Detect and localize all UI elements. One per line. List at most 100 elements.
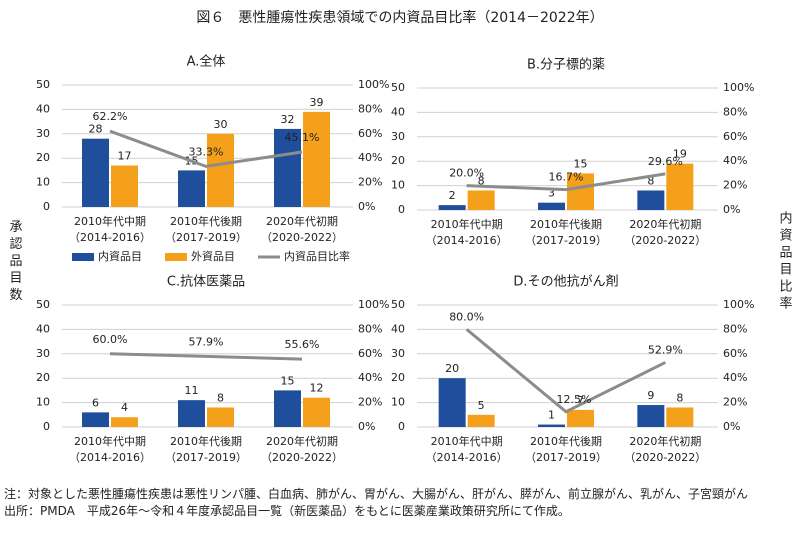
data-label: 28 xyxy=(89,123,103,136)
y-tick-label: 30 xyxy=(36,127,50,140)
y-tick-label: 30 xyxy=(36,347,50,360)
y2-tick-label: 100% xyxy=(723,298,754,311)
data-label: 19 xyxy=(673,148,687,161)
x-tick-label: （2017-2019） xyxy=(525,451,607,464)
y2-tick-label: 60% xyxy=(723,130,747,143)
y-tick-label: 10 xyxy=(391,396,405,409)
data-label: 12.5% xyxy=(557,393,592,406)
y2-tick-label: 60% xyxy=(358,127,382,140)
y-tick-label: 20 xyxy=(391,371,405,384)
bar xyxy=(538,202,565,210)
x-tick-label: 2020年代初期 xyxy=(629,217,701,231)
bar xyxy=(438,378,466,427)
y-tick-label: 0 xyxy=(398,420,405,433)
y2-tick-label: 20% xyxy=(358,176,382,189)
data-label: 57.9% xyxy=(189,335,224,348)
y-tick-label: 40 xyxy=(36,322,50,335)
figure-title: 図６ 悪性腫瘍性疾患領域での内資品目比率（2014－2022年） xyxy=(196,9,603,26)
data-label: 55.6% xyxy=(285,338,320,351)
y2-tick-label: 100% xyxy=(358,298,389,311)
y2-axis-label: 内資品目比率 xyxy=(777,210,793,313)
bar xyxy=(666,163,694,210)
ratio-line xyxy=(465,328,667,414)
bar xyxy=(207,407,234,427)
x-tick-label: （2017-2019） xyxy=(165,451,247,464)
bar xyxy=(274,128,301,207)
bar xyxy=(111,165,138,207)
y2-tick-label: 0% xyxy=(358,200,375,213)
bar xyxy=(82,138,109,207)
legend-label: 内資品目 xyxy=(98,249,142,263)
x-tick-label: （2020-2022） xyxy=(261,231,343,244)
y2-tick-label: 80% xyxy=(358,322,382,335)
y2-tick-label: 100% xyxy=(358,78,389,91)
y2-tick-label: 20% xyxy=(723,396,747,409)
y-tick-label: 20 xyxy=(36,151,50,164)
bar xyxy=(438,205,466,210)
bar xyxy=(666,407,694,427)
y-tick-label: 30 xyxy=(391,130,405,143)
x-tick-label: （2020-2022） xyxy=(624,451,706,464)
y-axis-label: 承認品目数 xyxy=(7,220,23,305)
ratio-line xyxy=(466,172,666,192)
data-label: 16.7% xyxy=(549,171,584,184)
data-label: 2 xyxy=(449,189,456,202)
x-tick-label: （2017-2019） xyxy=(165,231,247,244)
data-label: 8 xyxy=(217,391,224,404)
data-label: 1 xyxy=(548,409,555,422)
y-tick-label: 20 xyxy=(36,371,50,384)
data-label: 12 xyxy=(310,382,324,395)
y2-tick-label: 60% xyxy=(723,347,747,360)
y-tick-label: 40 xyxy=(36,102,50,115)
y2-tick-label: 80% xyxy=(723,105,747,118)
data-label: 45.1% xyxy=(285,131,320,144)
bar xyxy=(274,390,301,427)
legend-label: 内資品目比率 xyxy=(284,249,350,263)
bar xyxy=(111,417,138,427)
x-tick-label: 2020年代初期 xyxy=(266,214,338,228)
y2-tick-label: 80% xyxy=(723,322,747,335)
bar xyxy=(567,409,594,427)
data-label: 17 xyxy=(118,150,132,163)
data-label: 9 xyxy=(647,389,654,402)
x-tick-label: 2010年代後期 xyxy=(530,434,602,448)
y2-tick-label: 80% xyxy=(358,102,382,115)
data-label: 20 xyxy=(445,362,459,375)
x-tick-label: 2010年代後期 xyxy=(170,214,242,228)
notes: 注：対象とした悪性腫瘍性疾患は悪性リンパ腫、白血病、肺がん、胃がん、大腸がん、肝… xyxy=(4,486,794,520)
y-tick-label: 50 xyxy=(36,298,50,311)
chart-title: C.抗体医薬品 xyxy=(167,275,245,290)
x-tick-label: （2020-2022） xyxy=(261,451,343,464)
y-tick-label: 10 xyxy=(391,179,405,192)
y2-tick-label: 60% xyxy=(358,347,382,360)
x-tick-label: （2014-2016） xyxy=(426,234,508,247)
y-tick-label: 10 xyxy=(36,396,50,409)
x-tick-label: （2014-2016） xyxy=(426,451,508,464)
x-tick-label: （2014-2016） xyxy=(69,231,151,244)
bar xyxy=(467,414,495,427)
y-tick-label: 50 xyxy=(391,81,405,94)
y-tick-label: 0 xyxy=(43,200,50,213)
data-label: 39 xyxy=(310,96,324,109)
bar xyxy=(178,170,205,207)
y2-tick-label: 40% xyxy=(723,154,747,167)
data-label: 20.0% xyxy=(449,167,484,180)
y2-tick-label: 20% xyxy=(358,396,382,409)
y-tick-label: 50 xyxy=(391,298,405,311)
y-tick-label: 40 xyxy=(391,105,405,118)
bar xyxy=(207,133,234,207)
y-tick-label: 40 xyxy=(391,322,405,335)
x-tick-label: 2010年代中期 xyxy=(431,434,503,448)
x-tick-label: （2020-2022） xyxy=(624,234,706,247)
y-tick-label: 20 xyxy=(391,154,405,167)
legend-label: 外資品目 xyxy=(191,250,235,263)
data-label: 3 xyxy=(548,187,555,200)
bar xyxy=(538,424,565,427)
bar xyxy=(303,397,330,427)
data-label: 6 xyxy=(92,396,99,409)
source: 出所：PMDA 平成26年～令和４年度承認品目一覧（新医薬品）をもとに医薬産業政… xyxy=(4,504,570,518)
y2-tick-label: 0% xyxy=(358,420,375,433)
y2-tick-label: 40% xyxy=(358,371,382,384)
data-label: 15 xyxy=(281,374,295,387)
